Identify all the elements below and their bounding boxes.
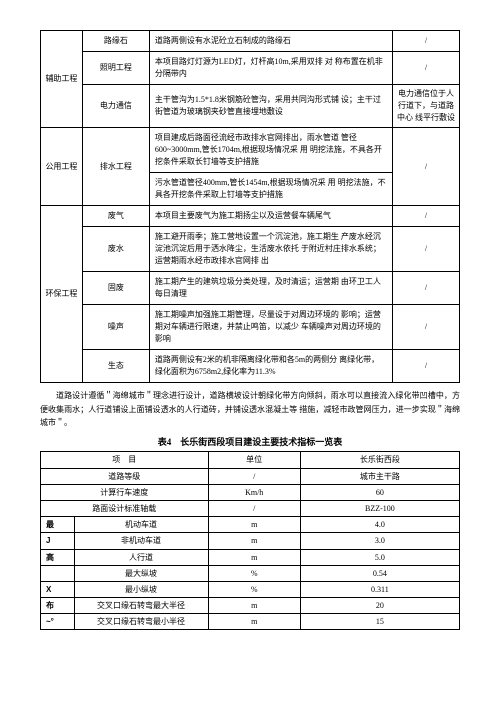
table2-title: 表4 长乐街西段项目建设主要技术指标一览表 [40, 436, 460, 449]
indicator-name: 非机动车道 [74, 533, 208, 549]
item-note: / [392, 350, 459, 383]
main-spec-table: 辅助工程路缘石道路两侧设有水泥砼立石制成的路缘石/照明工程本项目路灯灯源为LED… [40, 30, 460, 383]
indicator-name: 计算行车速度 [41, 484, 209, 500]
value-cell: 3.0 [300, 533, 459, 549]
item-desc: 主干管沟为1.5*1.8米钢筋砼管沟，采用共同沟形式铺 设；主干过街管道为玻璃钢… [149, 85, 392, 128]
item-note: / [392, 52, 459, 85]
item-note: / [392, 206, 459, 227]
row-prefix: 高 [41, 549, 75, 565]
indicator-name: 道路等级 [41, 468, 209, 484]
col-header: 长乐街西段 [300, 452, 459, 468]
category-cell: 环保工程 [41, 206, 83, 383]
unit-cell: / [208, 500, 300, 516]
paragraph-text: 道路设计遵循＂海绵城市＂理念进行设计，道路横坡设计朝绿化带方向倾斜，雨水可以直接… [40, 389, 460, 430]
indicator-name: 人行道 [74, 549, 208, 565]
value-cell: 20 [300, 598, 459, 614]
value-cell: 4.0 [300, 517, 459, 533]
item-desc: 道路两侧设有水泥砼立石制成的路缘石 [149, 31, 392, 52]
category-cell: 公用工程 [41, 128, 83, 206]
item-name: 废水 [82, 227, 149, 272]
item-note: / [392, 31, 459, 52]
item-name: 固废 [82, 272, 149, 305]
indicator-name: 路面设计标准轴载 [41, 500, 209, 516]
unit-cell: m [208, 533, 300, 549]
col-header: 单位 [208, 452, 300, 468]
item-name: 电力通信 [82, 85, 149, 128]
row-prefix: 最 [41, 517, 75, 533]
row-prefix: J [41, 533, 75, 549]
item-name: 排水工程 [82, 128, 149, 206]
value-cell: 城市主干路 [300, 468, 459, 484]
unit-cell: m [208, 549, 300, 565]
unit-cell: m [208, 614, 300, 630]
item-name: 照明工程 [82, 52, 149, 85]
value-cell: 15 [300, 614, 459, 630]
unit-cell: % [208, 565, 300, 581]
indicator-name: 交叉口缘石转弯最大半径 [74, 598, 208, 614]
item-note: / [392, 227, 459, 272]
indicator-name: 交叉口缘石转弯最小半径 [74, 614, 208, 630]
indicator-name: 最大纵坡 [74, 565, 208, 581]
indicator-name: 机动车道 [74, 517, 208, 533]
item-desc: 施工避开雨季；施工营地设置一个沉淀池，施工期生 产废水经沉淀池沉淀后用于洒水降尘… [149, 227, 392, 272]
indicator-table: 项 目单位长乐街西段道路等级/城市主干路计算行车速度Km/h60路面设计标准轴载… [40, 451, 460, 630]
row-prefix: 布 [41, 598, 75, 614]
value-cell: 5.0 [300, 549, 459, 565]
item-desc: 道路两侧设有2米的机非隔离绿化带和各5m的两侧分 离绿化带，绿化面积为6758m… [149, 350, 392, 383]
item-note: 电力通信位于人行道下，与道路中心 线平行敷设 [392, 85, 459, 128]
item-desc: 施工期噪声加强施工期管理，尽量设于对周边环境的 影响；运营期对车辆进行限速，并禁… [149, 305, 392, 350]
item-desc: 项目建成后路面径流经市政排水官网排出，雨水管道 管径600~3000mm,管长1… [149, 128, 392, 206]
item-name: 废气 [82, 206, 149, 227]
unit-cell: / [208, 468, 300, 484]
item-name: 生态 [82, 350, 149, 383]
value-cell: 0.311 [300, 581, 459, 597]
value-cell: 60 [300, 484, 459, 500]
item-desc: 本项目路灯灯源为LED灯，灯杆高10m,采用双排 对 称布置在机非分隔带内 [149, 52, 392, 85]
value-cell: 0.54 [300, 565, 459, 581]
indicator-name: 最小纵坡 [74, 581, 208, 597]
category-cell: 辅助工程 [41, 31, 83, 128]
item-name: 噪声 [82, 305, 149, 350]
item-name: 路缘石 [82, 31, 149, 52]
unit-cell: m [208, 598, 300, 614]
item-desc: 本项目主要废气为施工期扬尘以及运营餐车辆尾气 [149, 206, 392, 227]
item-note: / [392, 272, 459, 305]
value-cell: BZZ-100 [300, 500, 459, 516]
item-desc: 施工期产生的建筑垃圾分类处理，及时清运；运营期 由环卫工人每日清理 [149, 272, 392, 305]
item-note: / [392, 305, 459, 350]
unit-cell: m [208, 517, 300, 533]
unit-cell: Km/h [208, 484, 300, 500]
unit-cell: % [208, 581, 300, 597]
col-header: 项 目 [41, 452, 209, 468]
row-prefix [41, 565, 75, 581]
row-prefix: ~° [41, 614, 75, 630]
item-note: / [392, 128, 459, 206]
row-prefix: X [41, 581, 75, 597]
